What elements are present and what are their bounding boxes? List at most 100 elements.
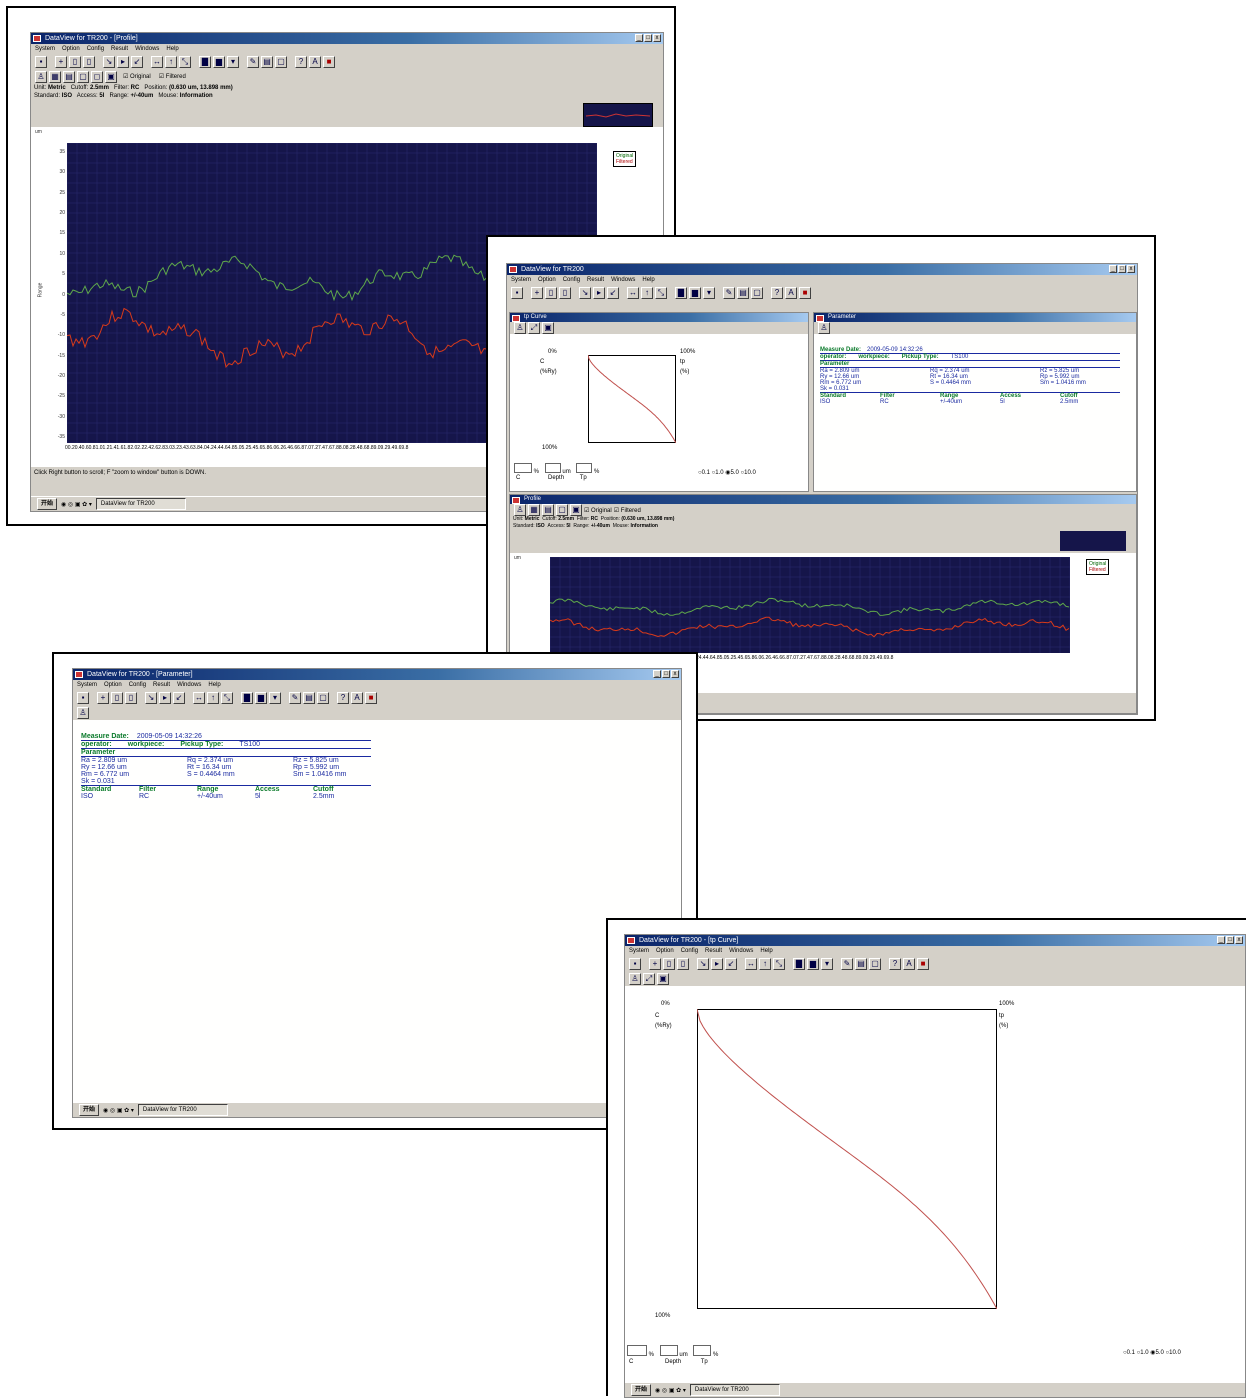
menu-windows[interactable]: Windows — [729, 948, 754, 954]
tool-icon[interactable]: ▢ — [77, 70, 89, 83]
menu-windows[interactable]: Windows — [135, 46, 160, 52]
tp-input[interactable] — [693, 1345, 712, 1356]
tool-icon[interactable]: ▤ — [855, 957, 867, 970]
depth-input[interactable] — [659, 1345, 678, 1356]
quicklaunch-icon[interactable]: ◉ ◎ ▣ ✿ ▾ — [103, 1107, 134, 1114]
radio-5-0[interactable]: ◉5.0 — [1150, 1350, 1164, 1356]
chart-icon[interactable]: ▾ — [821, 957, 833, 970]
tp-plot[interactable] — [587, 354, 677, 444]
menu-result[interactable]: Result — [705, 948, 723, 954]
open-icon[interactable]: ▪ — [35, 55, 47, 68]
tool-icon[interactable]: ▣ — [105, 70, 117, 83]
tool-icon[interactable]: ↔ — [745, 957, 757, 970]
tool-icon[interactable]: ▤ — [261, 55, 273, 68]
menu-result[interactable]: Result — [153, 682, 171, 688]
chart-icon[interactable]: ▇ — [199, 55, 211, 68]
menu-system[interactable]: System — [629, 948, 650, 954]
radio-5-0[interactable]: ◉5.0 — [725, 470, 739, 476]
text-icon[interactable]: A — [351, 691, 363, 704]
close-button[interactable]: x — [653, 34, 661, 42]
tool-icon[interactable]: ✎ — [289, 691, 301, 704]
open-icon[interactable]: ▪ — [629, 957, 641, 970]
person-icon[interactable]: ♙ — [514, 504, 526, 516]
radio-1-0[interactable]: ○1.0 — [1136, 1350, 1149, 1356]
tool-icon[interactable]: ▯ — [69, 55, 81, 68]
tool-icon[interactable]: ↙ — [607, 286, 619, 299]
menu-help[interactable]: Help — [642, 277, 655, 283]
help-icon[interactable]: ? — [771, 286, 783, 299]
exit-icon[interactable]: ■ — [799, 286, 811, 299]
close-button[interactable]: x — [1127, 265, 1135, 273]
tool-icon[interactable]: ↑ — [165, 55, 177, 68]
exit-icon[interactable]: ■ — [365, 691, 377, 704]
tool-icon[interactable]: ▸ — [117, 55, 129, 68]
maximize-button[interactable]: □ — [644, 34, 652, 42]
taskbar-item[interactable]: DataView for TR200 — [137, 1104, 228, 1116]
open-icon[interactable]: ▪ — [511, 286, 523, 299]
tool-icon[interactable]: + — [531, 286, 543, 299]
menu-system[interactable]: System — [77, 682, 98, 688]
maximize-button[interactable]: □ — [1226, 936, 1234, 944]
open-icon[interactable]: ▪ — [77, 691, 89, 704]
menu-config[interactable]: Config — [562, 277, 581, 283]
text-icon[interactable]: A — [903, 957, 915, 970]
chart-icon[interactable]: ▆ — [807, 957, 819, 970]
tool-icon[interactable]: ⤡ — [179, 55, 191, 68]
menu-config[interactable]: Config — [680, 948, 699, 954]
c-input[interactable] — [514, 463, 532, 473]
tool-icon[interactable]: ▦ — [528, 504, 540, 516]
tool-icon[interactable]: ↘ — [145, 691, 157, 704]
tool-icon[interactable]: ▸ — [593, 286, 605, 299]
tool-icon[interactable]: ▢ — [275, 55, 287, 68]
person-icon[interactable]: ♙ — [77, 706, 89, 719]
quicklaunch-icon[interactable]: ◉ ◎ ▣ ✿ ▾ — [61, 501, 92, 508]
person-icon[interactable]: ♙ — [514, 322, 526, 334]
close-button[interactable]: x — [671, 670, 679, 678]
tool-icon[interactable]: ▯ — [663, 957, 675, 970]
radio-0-1[interactable]: ○0.1 — [1123, 1350, 1135, 1356]
maximize-button[interactable]: □ — [662, 670, 670, 678]
tool-icon[interactable]: ↑ — [641, 286, 653, 299]
radio-10-0[interactable]: ○10.0 — [740, 470, 756, 476]
depth-input[interactable] — [544, 463, 561, 473]
filtered-checkbox[interactable]: ☑ Filtered — [158, 74, 186, 80]
minimize-button[interactable]: _ — [635, 34, 643, 42]
tool-icon[interactable]: ↙ — [173, 691, 185, 704]
tool-icon[interactable]: ▤ — [303, 691, 315, 704]
tool-icon[interactable]: ▤ — [542, 504, 554, 516]
tool-icon[interactable]: ▣ — [657, 972, 669, 985]
tool-icon[interactable]: ▯ — [125, 691, 137, 704]
tool-icon[interactable]: ▸ — [159, 691, 171, 704]
help-icon[interactable]: ? — [295, 55, 307, 68]
person-icon[interactable]: ♙ — [35, 70, 47, 83]
menu-system[interactable]: System — [511, 277, 532, 283]
start-button[interactable]: 开始 — [79, 1104, 100, 1116]
c-input[interactable] — [627, 1345, 647, 1356]
menu-windows[interactable]: Windows — [611, 277, 636, 283]
tool-icon[interactable]: ✎ — [723, 286, 735, 299]
tool-icon[interactable]: ↙ — [131, 55, 143, 68]
chart-icon[interactable]: ⤢ — [528, 322, 540, 334]
tool-icon[interactable]: ▯ — [559, 286, 571, 299]
tool-icon[interactable]: + — [55, 55, 67, 68]
tool-icon[interactable]: ▸ — [711, 957, 723, 970]
tool-icon[interactable]: ◻ — [91, 70, 103, 83]
person-icon[interactable]: ♙ — [629, 972, 641, 985]
maximize-button[interactable]: □ — [1118, 265, 1126, 273]
menu-result[interactable]: Result — [111, 46, 129, 52]
tool-icon[interactable]: ▯ — [111, 691, 123, 704]
chart-icon[interactable]: ▇ — [675, 286, 687, 299]
tool-icon[interactable]: ▢ — [317, 691, 329, 704]
exit-icon[interactable]: ■ — [323, 55, 335, 68]
chart-icon[interactable]: ▆ — [689, 286, 701, 299]
overview-thumbnail[interactable] — [1060, 531, 1126, 551]
menu-system[interactable]: System — [35, 46, 56, 52]
tool-icon[interactable]: ▢ — [556, 504, 568, 516]
help-icon[interactable]: ? — [889, 957, 901, 970]
chart-icon[interactable]: ▾ — [227, 55, 239, 68]
menu-config[interactable]: Config — [86, 46, 105, 52]
tool-icon[interactable]: ↙ — [725, 957, 737, 970]
child-profile-plot[interactable] — [550, 557, 1070, 653]
chart-icon[interactable]: ▆ — [213, 55, 225, 68]
tool-icon[interactable]: ▤ — [63, 70, 75, 83]
